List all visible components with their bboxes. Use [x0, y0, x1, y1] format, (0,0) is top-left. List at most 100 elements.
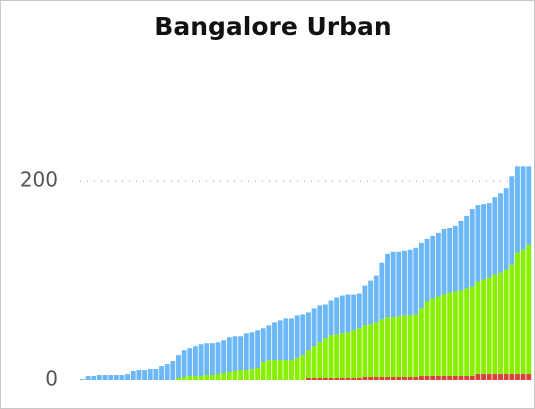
- bar-segment: [119, 375, 125, 380]
- bar-segment: [215, 374, 221, 380]
- bar-segment: [215, 342, 221, 375]
- bar-segment: [226, 337, 232, 373]
- bar-segment: [396, 251, 402, 317]
- bar-segment: [255, 330, 260, 369]
- bar-segment: [402, 315, 407, 378]
- bar-segment: [509, 374, 515, 380]
- bar-segment: [272, 360, 277, 380]
- bar-segment: [481, 204, 486, 280]
- bar-segment: [520, 166, 526, 250]
- y-tick-label: 200: [20, 168, 58, 192]
- chart-title: Bangalore Urban: [154, 12, 391, 41]
- bar-segment: [328, 378, 334, 380]
- bar-segment: [498, 272, 503, 375]
- bar-segment: [515, 166, 520, 253]
- bar-segment: [306, 350, 311, 379]
- bar-segment: [159, 366, 164, 380]
- bar-segment: [515, 252, 520, 375]
- bar-segment: [435, 376, 441, 380]
- bar-segment: [102, 375, 108, 380]
- bar-segment: [80, 379, 85, 380]
- bar-segment: [458, 220, 464, 291]
- bar-segment: [464, 216, 470, 289]
- bar-segment: [317, 378, 323, 380]
- bar-segment: [283, 318, 289, 361]
- bar-segment: [469, 286, 475, 377]
- bar-segment: [204, 375, 210, 380]
- bar-segment: [243, 333, 249, 371]
- bar-segment: [204, 343, 210, 376]
- bar-segment: [232, 371, 238, 380]
- bar-segment: [526, 166, 532, 245]
- bar-segment: [413, 377, 419, 380]
- bar-segment: [238, 370, 244, 380]
- bar-segment: [441, 376, 447, 380]
- bar-segment: [170, 361, 176, 380]
- bar-segment: [356, 328, 362, 379]
- bar-segment: [385, 253, 390, 318]
- bar-segment: [108, 375, 114, 380]
- bar-segment: [413, 314, 419, 378]
- bar-segment: [317, 342, 323, 379]
- bar-segment: [390, 251, 396, 318]
- bar-segment: [221, 373, 227, 380]
- bar-segment: [334, 378, 340, 380]
- bar-segment: [85, 376, 91, 380]
- bar-segment: [351, 330, 357, 379]
- bar-segment: [452, 376, 458, 380]
- bar-segment: [424, 376, 430, 380]
- bar-segment: [441, 228, 447, 295]
- bar-segment: [435, 232, 441, 297]
- bar-segment: [424, 301, 430, 377]
- bar-segment: [368, 280, 373, 325]
- bar-segment: [238, 336, 244, 371]
- bar-segment: [430, 376, 436, 380]
- bar-segment: [339, 333, 345, 379]
- bar-segment: [249, 369, 255, 380]
- bar-segment: [447, 227, 453, 293]
- bar-segment: [368, 377, 373, 380]
- bar-segment: [441, 294, 447, 377]
- bar-segment: [345, 294, 351, 333]
- bar-segment: [91, 376, 97, 380]
- bar-segment: [458, 290, 464, 377]
- bar-segment: [447, 292, 453, 377]
- bar-segment: [289, 318, 294, 361]
- bar-segment: [475, 281, 481, 375]
- bar-segment: [407, 377, 413, 380]
- bar-segment: [464, 376, 470, 380]
- bar-segment: [503, 188, 509, 270]
- bar-segment: [255, 368, 260, 380]
- bar-segment: [306, 378, 311, 380]
- bar-segment: [306, 312, 311, 351]
- bar-segment: [142, 370, 147, 380]
- bar-segment: [311, 346, 317, 379]
- bar-segment: [266, 325, 272, 361]
- bar-segment: [226, 372, 232, 380]
- bar-segment: [469, 209, 475, 287]
- bar-segment: [362, 285, 368, 326]
- bar-segment: [221, 340, 227, 374]
- bar-segment: [492, 197, 498, 275]
- bar-segment: [294, 315, 300, 359]
- bar-segment: [294, 358, 300, 380]
- bar-segment: [509, 176, 515, 265]
- bar-segment: [486, 277, 492, 375]
- bar-segment: [385, 377, 390, 380]
- bar-segment: [260, 362, 266, 380]
- bar-segment: [125, 374, 131, 380]
- bar-segment: [193, 346, 198, 377]
- bar-segment: [475, 374, 481, 380]
- bar-segment: [413, 247, 419, 315]
- bar-segment: [328, 300, 334, 336]
- bar-segment: [334, 297, 340, 335]
- bar-segment: [385, 317, 390, 378]
- bar-segment: [492, 274, 498, 375]
- bar-segment: [498, 374, 503, 380]
- bar-segment: [130, 371, 136, 380]
- bar-segment: [272, 322, 277, 361]
- bar-segment: [402, 377, 407, 380]
- bar-segment: [464, 288, 470, 377]
- bar-segment: [311, 378, 317, 380]
